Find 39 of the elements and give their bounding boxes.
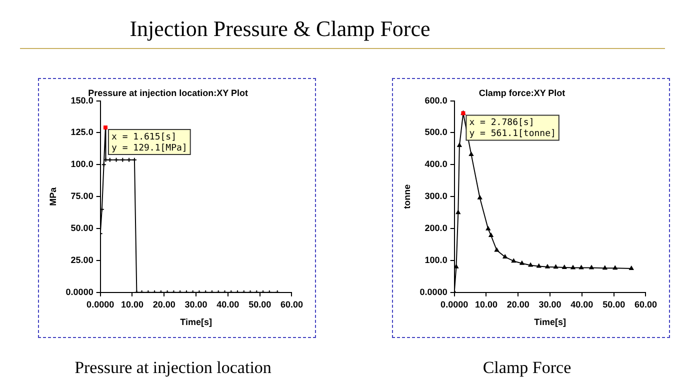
text: Clamp Force <box>482 358 572 378</box>
x-tick-label: 20.00 <box>506 299 530 310</box>
x-tick-label: 60.00 <box>634 299 658 310</box>
annotation: x = 2.786[s] y = 561.1[tonne] <box>469 118 556 140</box>
y-tick-label: 75.00 <box>70 191 94 202</box>
x-tick-label: 30.00 <box>538 299 562 310</box>
chart-title: Pressure at injection location:XY Plot <box>88 88 248 98</box>
x-tick-label: 10.00 <box>120 299 144 310</box>
x-tick-label: 0.0000 <box>440 299 468 310</box>
y-tick-label: 50.00 <box>70 223 94 234</box>
chart-title: Clamp force:XY Plot <box>478 88 566 98</box>
x-tick-label: 20.00 <box>152 299 176 310</box>
text: Injection Pressure & Clamp Force <box>128 16 432 42</box>
y-tick-label: 0.0000 <box>420 286 448 297</box>
x-tick-label: 50.00 <box>602 299 626 310</box>
text: Pressure at injection location <box>74 358 272 378</box>
x-tick-label: 30.00 <box>184 299 208 310</box>
y-axis-title: MPa <box>48 186 58 206</box>
annotation: x = 1.615[s] y = 129.1[MPa] <box>111 132 188 154</box>
y-tick-label: 600.0 <box>424 95 448 106</box>
y-tick-label: 300.0 <box>424 191 448 202</box>
y-tick-label: 25.00 <box>70 254 94 265</box>
x-tick-label: 0.0000 <box>86 299 114 310</box>
x-tick-label: 40.00 <box>216 299 240 310</box>
y-tick-label: 100.0 <box>424 254 448 265</box>
y-tick-label: 150.0 <box>70 95 94 106</box>
x-tick-label: 40.00 <box>570 299 594 310</box>
x-tick-label: 10.00 <box>474 299 498 310</box>
x-axis-title: Time[s] <box>534 317 566 328</box>
y-tick-label: 100.0 <box>70 159 94 170</box>
y-axis-title: tonne <box>402 184 412 209</box>
y-tick-label: 200.0 <box>424 223 448 234</box>
y-tick-label: 125.0 <box>70 127 94 138</box>
x-tick-label: 60.00 <box>280 299 304 310</box>
x-tick-label: 50.00 <box>248 299 272 310</box>
x-axis-title: Time[s] <box>180 317 212 328</box>
y-tick-label: 500.0 <box>424 127 448 138</box>
y-tick-label: 0.0000 <box>66 286 94 297</box>
y-tick-label: 400.0 <box>424 159 448 170</box>
